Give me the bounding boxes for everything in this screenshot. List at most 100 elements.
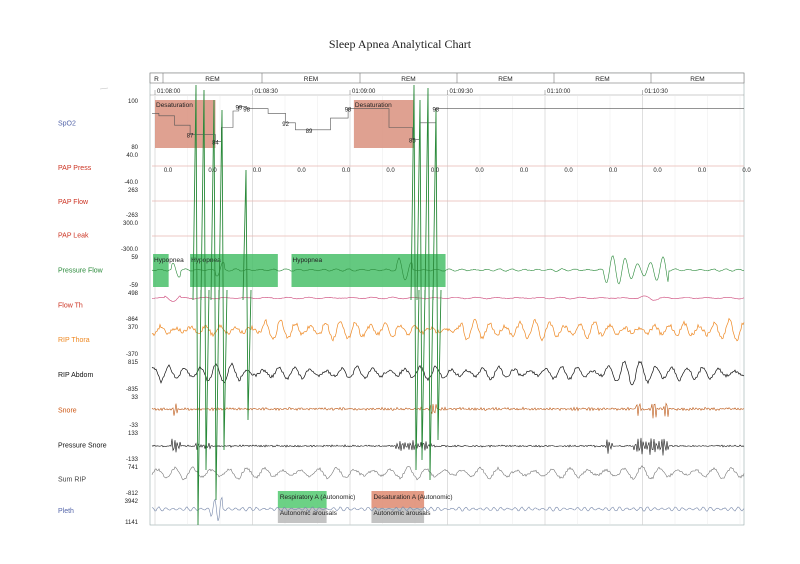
hypopnea-band bbox=[153, 254, 169, 287]
pressure-flow-trace bbox=[151, 255, 745, 285]
channel-max: 300.0 bbox=[123, 221, 139, 227]
pap-press-value: 0.0 bbox=[431, 168, 440, 174]
stage-label: REM bbox=[498, 76, 512, 83]
pap-press-value: 0.0 bbox=[475, 168, 484, 174]
flow-th-trace bbox=[151, 295, 745, 302]
artifact-spike bbox=[200, 89, 210, 471]
channel-label: Snore bbox=[58, 408, 77, 415]
channel-label: PAP Flow bbox=[58, 199, 89, 206]
pleth-trace bbox=[151, 496, 745, 521]
channel-min: -59 bbox=[129, 283, 138, 289]
spo2-value-label: 98 bbox=[432, 108, 439, 114]
channel-label: Pleth bbox=[58, 508, 74, 515]
channel-label: SpO2 bbox=[58, 121, 76, 128]
channel-max: 370 bbox=[128, 325, 139, 331]
channel-min: -133 bbox=[126, 457, 139, 463]
time-tick-label: 01:10:30 bbox=[645, 89, 669, 95]
channel-label: Pressure Flow bbox=[58, 268, 104, 275]
pap-press-value: 0.0 bbox=[520, 168, 529, 174]
channel-label: PAP Leak bbox=[58, 233, 89, 240]
pap-press-value: 0.0 bbox=[698, 168, 707, 174]
spo2-value-label: 87 bbox=[187, 134, 194, 140]
time-tick-label: 01:08:00 bbox=[157, 89, 181, 95]
sum-rip-trace bbox=[151, 465, 745, 481]
channel-min: 1141 bbox=[125, 520, 139, 526]
desaturation-label: Desaturation bbox=[355, 102, 392, 109]
chart-title: Sleep Apnea Analytical Chart bbox=[328, 37, 472, 51]
scored-event-band bbox=[371, 491, 425, 508]
scored-event-label: Respiratory A (Autonomic) bbox=[280, 494, 356, 501]
crop-mark bbox=[99, 87, 109, 90]
pap-press-value: 0.0 bbox=[253, 168, 262, 174]
channel-max: 263 bbox=[128, 188, 139, 194]
grid-lines bbox=[152, 96, 744, 525]
artifact-spike bbox=[192, 84, 202, 526]
stage-label: REM bbox=[205, 76, 219, 83]
artifact-spike bbox=[218, 109, 228, 451]
pap-press-value: 0.0 bbox=[742, 168, 751, 174]
stage-bar bbox=[149, 72, 745, 84]
pressure-snore-trace bbox=[151, 437, 745, 456]
channel-label: RIP Thora bbox=[58, 337, 90, 344]
channel-max: 133 bbox=[128, 431, 139, 437]
artifact-spike bbox=[210, 99, 220, 501]
spo2-value-label: 92 bbox=[282, 122, 289, 128]
stage-label: REM bbox=[401, 76, 415, 83]
signal-traces bbox=[151, 84, 745, 526]
channel-min: -263 bbox=[126, 213, 139, 219]
pap-press-value: 0.0 bbox=[386, 168, 395, 174]
time-tick-label: 01:09:00 bbox=[352, 89, 376, 95]
snore-trace bbox=[151, 402, 745, 419]
desaturation-band bbox=[155, 100, 216, 148]
desaturation-band bbox=[353, 100, 415, 148]
hypopnea-label: Hypopnea bbox=[191, 257, 221, 264]
channel-max: 40.0 bbox=[126, 153, 138, 159]
channel-max: 741 bbox=[128, 465, 139, 471]
channel-min: -300.0 bbox=[121, 247, 139, 253]
channel-min: -835 bbox=[126, 387, 139, 393]
channel-label: Flow Th bbox=[58, 303, 83, 310]
channel-max: 3942 bbox=[125, 499, 139, 505]
scored-event-band bbox=[277, 491, 327, 508]
time-tick-label: 01:10:00 bbox=[547, 89, 571, 95]
artifact-spike bbox=[416, 99, 426, 461]
rip-thora-trace bbox=[151, 317, 745, 342]
spo2-value-label: 84 bbox=[212, 141, 219, 147]
spo2-value-label: 85 bbox=[409, 138, 416, 144]
pap-press-value: 0.0 bbox=[609, 168, 618, 174]
channel-min: -864 bbox=[126, 317, 139, 323]
arousal-label: Autonomic arousals bbox=[373, 510, 431, 517]
hypopnea-label: Hypopnea bbox=[154, 257, 184, 264]
plot-border bbox=[149, 72, 745, 526]
arousal-band bbox=[371, 508, 425, 523]
time-tick-label: 01:08:30 bbox=[255, 89, 279, 95]
channel-labels: SpO2 100 80 PAP Press 40.0 -40.0 PAP Flow 263 -2… bbox=[58, 99, 139, 526]
artifact-spike bbox=[424, 87, 434, 481]
spo2-value-label: 89 bbox=[306, 129, 313, 135]
artifact-spike bbox=[242, 169, 252, 421]
channel-label: Pressure Snore bbox=[58, 443, 107, 450]
stage-label: REM bbox=[595, 76, 609, 83]
arousal-band bbox=[277, 508, 327, 523]
arousal-label: Autonomic arousals bbox=[280, 510, 338, 517]
pap-press-value: 0.0 bbox=[208, 168, 217, 174]
channel-min: -40.0 bbox=[124, 180, 138, 186]
stage-label: R bbox=[154, 76, 159, 83]
spo2-value-label: 98 bbox=[345, 108, 352, 114]
channel-label: PAP Press bbox=[58, 165, 92, 172]
timeline-header: R REM REM REM REM REM REM 01:08:00 01:08:30 01:09… bbox=[149, 72, 745, 96]
channel-max: 33 bbox=[131, 395, 138, 401]
pap-press-value: 0.0 bbox=[564, 168, 573, 174]
channel-max: 100 bbox=[128, 99, 139, 105]
desaturation-label: Desaturation bbox=[156, 102, 193, 109]
channel-min: 80 bbox=[131, 145, 138, 151]
pap-press-value: 0.0 bbox=[653, 168, 662, 174]
channel-label: RIP Abdom bbox=[58, 372, 93, 379]
spo2-value-label: 98 bbox=[243, 108, 250, 114]
spo2-trace bbox=[152, 106, 744, 142]
pap-press-value: 0.0 bbox=[297, 168, 306, 174]
channel-max: 59 bbox=[131, 255, 138, 261]
channel-max: 498 bbox=[128, 291, 139, 297]
